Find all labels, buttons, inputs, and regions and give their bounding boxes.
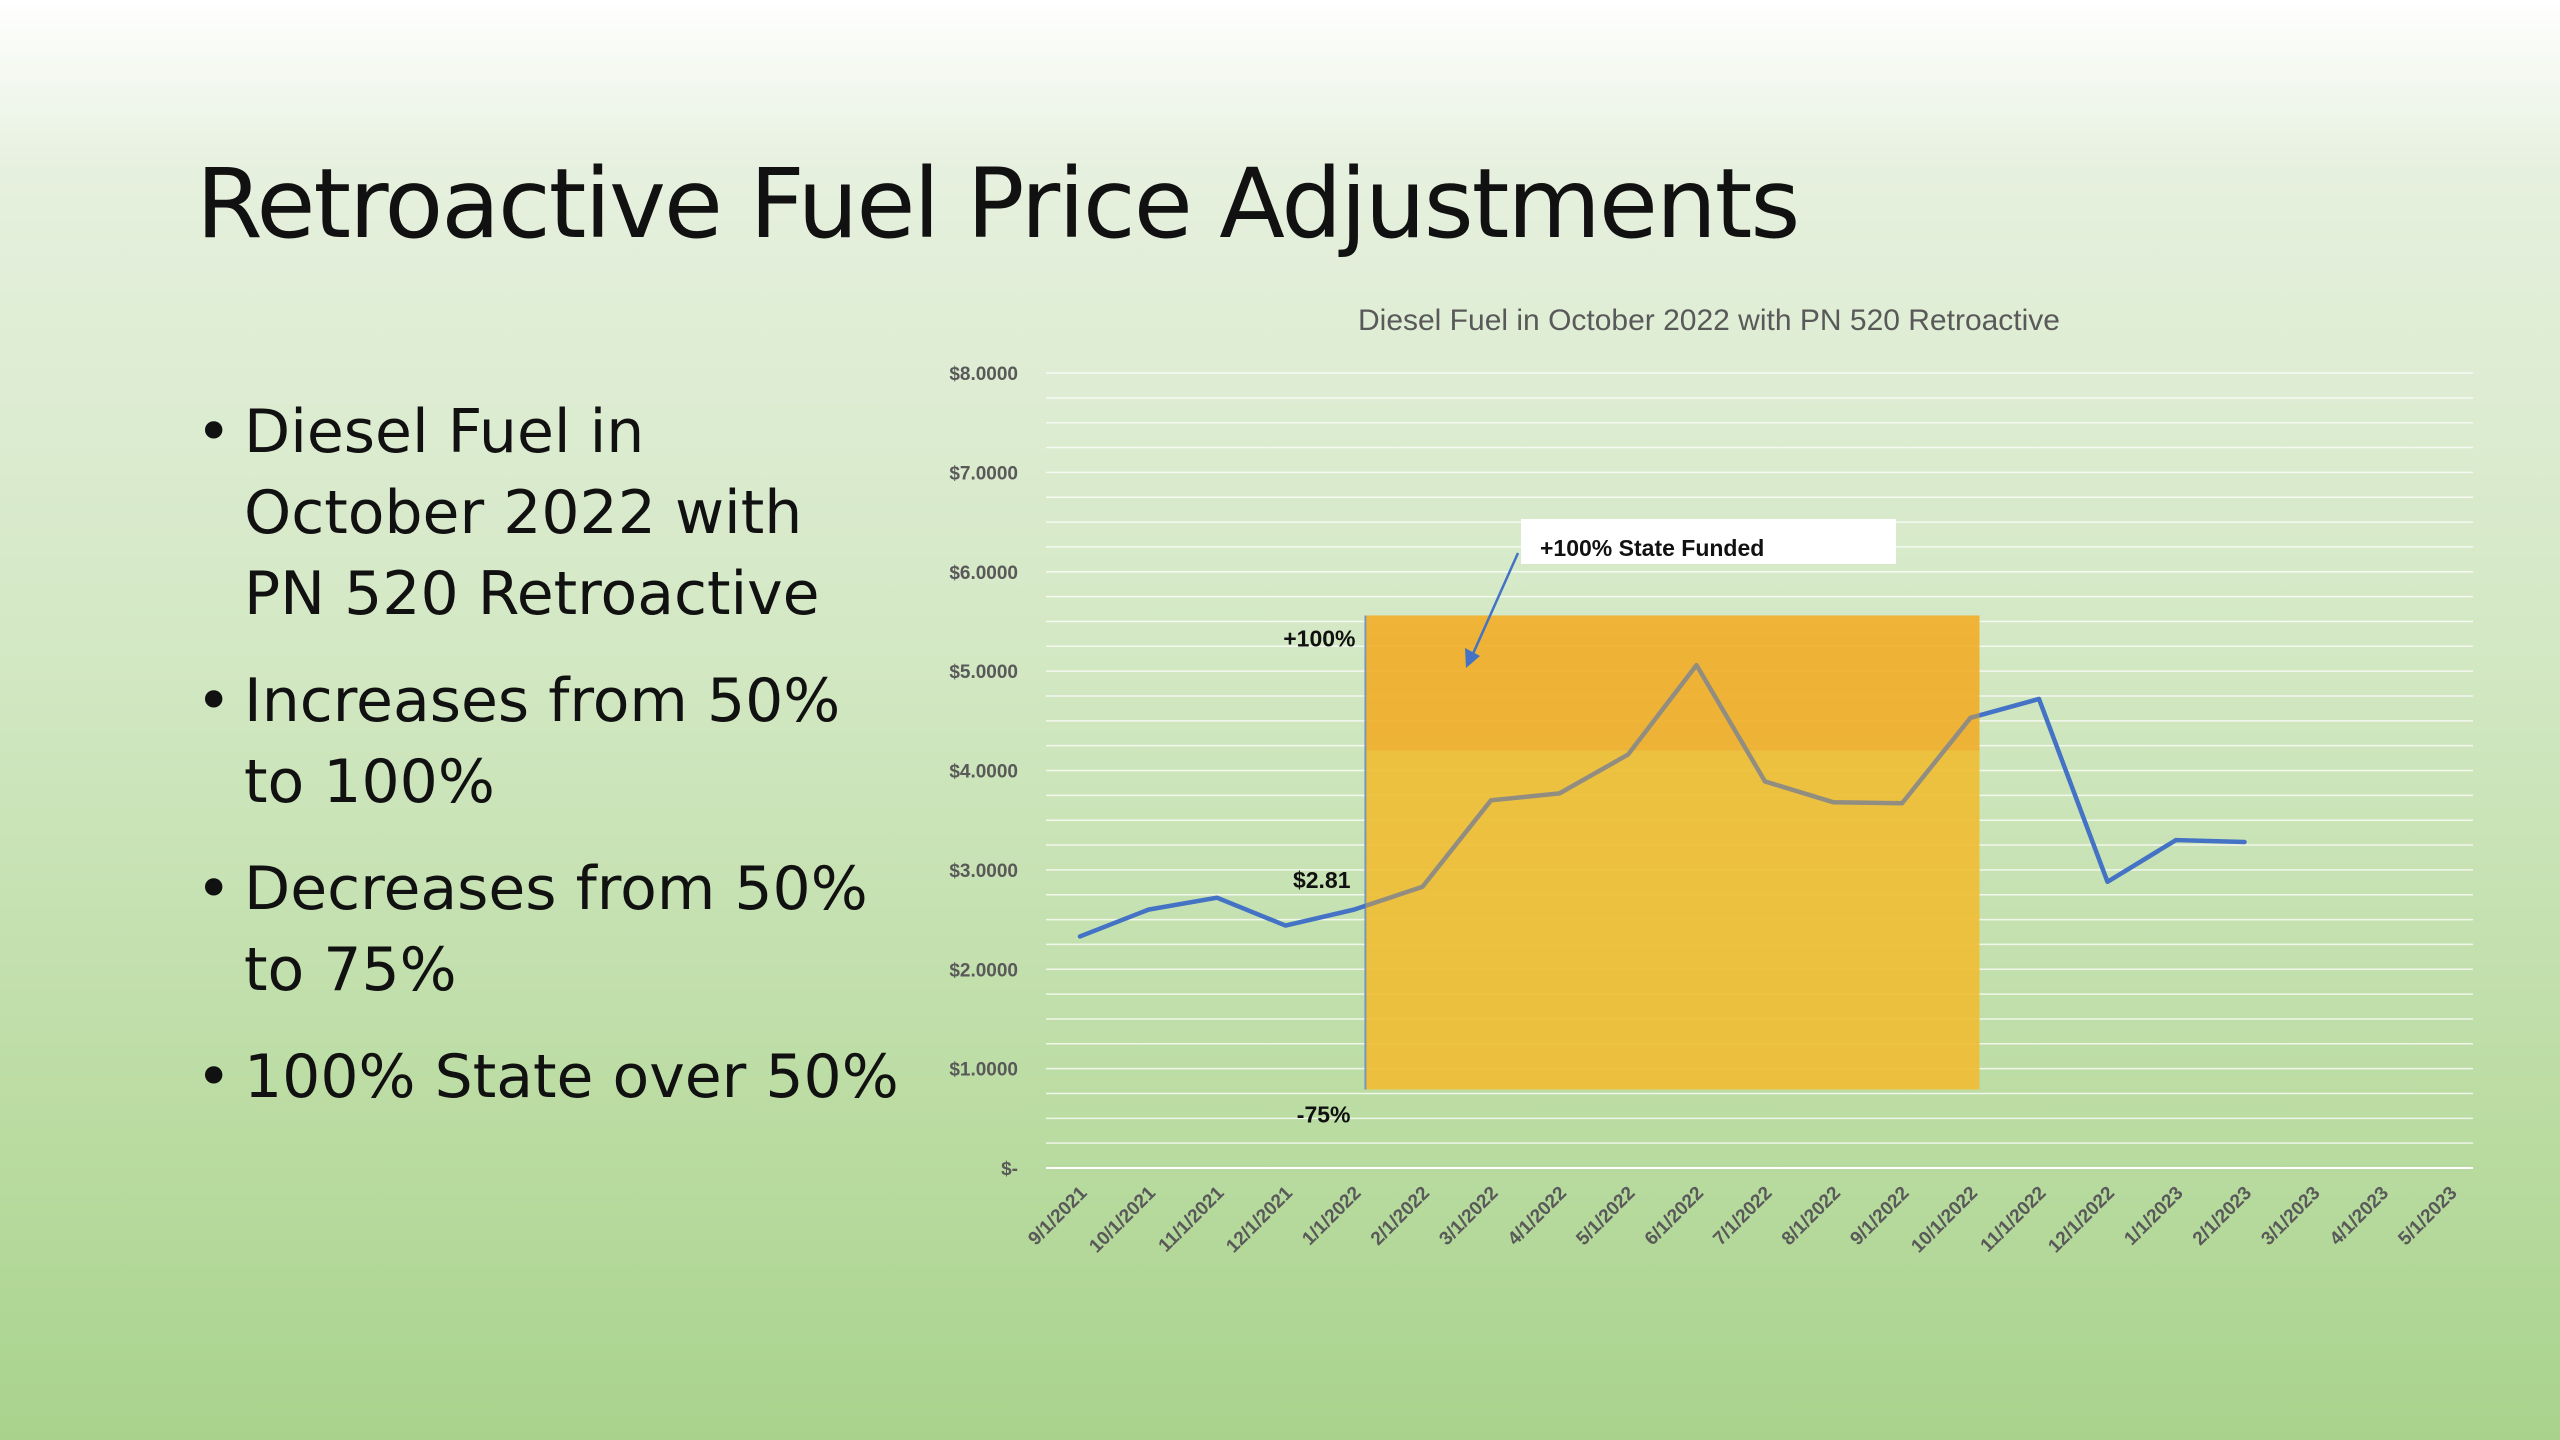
x-tick-label: 11/1/2022 [1977, 1183, 2051, 1257]
y-tick-label: $3.0000 [949, 861, 1018, 882]
x-tick-label: 1/1/2022 [1298, 1183, 1365, 1250]
x-tick-label: 3/1/2022 [1435, 1183, 1502, 1250]
x-tick-label: 4/1/2022 [1504, 1183, 1571, 1250]
x-tick-label: 10/1/2022 [1907, 1183, 1982, 1258]
bullet-list: • Diesel Fuel in October 2022 with PN 520 R… [196, 392, 916, 1144]
x-tick-label: 9/1/2022 [1846, 1183, 1913, 1250]
y-tick-label: $7.0000 [949, 463, 1018, 484]
bullet-dot: • [196, 666, 232, 736]
x-tick-label: 2/1/2022 [1367, 1183, 1434, 1250]
callout-text: +100% State Funded [1540, 535, 1764, 561]
bullet-line: Increases from 50% [244, 666, 841, 736]
bullet-dot: • [196, 1042, 232, 1112]
band-upper-region [1365, 615, 1980, 751]
price-series [1077, 615, 2247, 1090]
bullet-item: • Diesel Fuel in October 2022 with PN 520 R… [196, 392, 916, 635]
bullet-line: to 75% [244, 935, 457, 1005]
bullet-item: • Decreases from 50% to 75% [196, 849, 916, 1011]
series-line [1077, 662, 2247, 939]
bullet-line: to 100% [244, 747, 495, 817]
bullet-item: • 100% State over 50% [196, 1037, 916, 1118]
bullet-line: PN 520 Retroactive [244, 559, 820, 629]
x-tick-label: 8/1/2022 [1778, 1183, 1845, 1250]
y-tick-label: $1.0000 [949, 1060, 1018, 1081]
bullet-item: • Increases from 50% to 100% [196, 661, 916, 823]
y-tick-label: $5.0000 [949, 662, 1018, 683]
y-tick-label: $2.0000 [949, 960, 1018, 981]
bullet-line: October 2022 with [244, 478, 803, 548]
x-tick-label: 12/1/2022 [2044, 1183, 2119, 1258]
band-lower-label: -75% [1297, 1101, 1351, 1127]
x-tick-label: 1/1/2023 [2120, 1183, 2187, 1250]
bullet-line: Decreases from 50% [244, 854, 868, 924]
y-tick-label: $6.0000 [949, 563, 1018, 584]
bullet-line: 100% State over 50% [244, 1042, 899, 1112]
band-overlay [1365, 615, 1980, 1090]
band-lower-region [1365, 750, 1980, 1090]
callout-box [1521, 519, 1896, 564]
band-annotations: +100% $2.81 -75% +100% State Funded [1283, 519, 1896, 1127]
slide-title: Retroactive Fuel Price Adjustments [196, 148, 1800, 260]
x-tick-label: 5/1/2023 [2394, 1183, 2461, 1250]
callout-arrow-head [1465, 648, 1480, 668]
y-tick-label: $4.0000 [949, 762, 1018, 783]
bullet-line: Diesel Fuel in [244, 397, 645, 467]
bullet-dot: • [196, 397, 232, 467]
band-upper-label: +100% [1283, 625, 1355, 651]
chart-title: Diesel Fuel in October 2022 with PN 520 … [1358, 304, 2060, 337]
x-tick-label: 7/1/2022 [1709, 1183, 1776, 1250]
callout-arrow-line [1470, 552, 1520, 657]
state-funded-band [1364, 615, 1980, 1090]
y-axis-labels: $8.0000 $7.0000 $6.0000 $5.0000 $4.0000 $3.00… [949, 364, 1018, 1180]
x-tick-label: 6/1/2022 [1641, 1183, 1708, 1250]
y-tick-label: $- [1001, 1159, 1018, 1180]
x-tick-label: 5/1/2022 [1572, 1183, 1639, 1250]
x-tick-label: 12/1/2021 [1222, 1182, 1297, 1257]
band-middle-label: $2.81 [1293, 867, 1351, 893]
y-tick-label: $8.0000 [949, 364, 1018, 385]
x-tick-label: 2/1/2023 [2189, 1183, 2256, 1250]
x-tick-label: 3/1/2023 [2257, 1183, 2324, 1250]
x-tick-label: 4/1/2023 [2326, 1183, 2393, 1250]
x-tick-label: 9/1/2021 [1024, 1182, 1091, 1249]
bullet-dot: • [196, 854, 232, 924]
x-tick-label: 11/1/2021 [1155, 1182, 1229, 1256]
x-tick-label: 10/1/2021 [1085, 1182, 1160, 1257]
